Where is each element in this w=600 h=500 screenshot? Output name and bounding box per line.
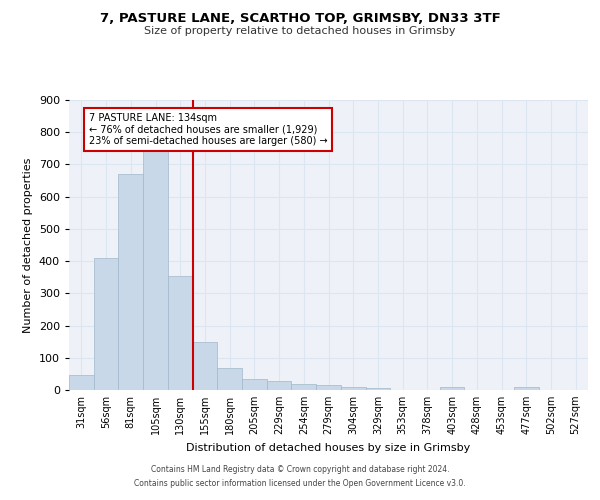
Text: Contains HM Land Registry data © Crown copyright and database right 2024.
Contai: Contains HM Land Registry data © Crown c… — [134, 466, 466, 487]
Bar — [341, 388, 365, 390]
Bar — [217, 368, 242, 390]
Bar — [118, 174, 143, 390]
Bar — [143, 148, 168, 390]
Bar — [168, 276, 193, 390]
Bar — [94, 258, 118, 390]
Bar — [514, 388, 539, 390]
Bar — [316, 385, 341, 390]
Bar — [292, 384, 316, 390]
Text: 7, PASTURE LANE, SCARTHO TOP, GRIMSBY, DN33 3TF: 7, PASTURE LANE, SCARTHO TOP, GRIMSBY, D… — [100, 12, 500, 26]
Bar — [69, 374, 94, 390]
Bar — [365, 388, 390, 390]
Bar — [193, 342, 217, 390]
Y-axis label: Number of detached properties: Number of detached properties — [23, 158, 33, 332]
Bar — [267, 382, 292, 390]
Bar — [440, 388, 464, 390]
Text: Size of property relative to detached houses in Grimsby: Size of property relative to detached ho… — [144, 26, 456, 36]
Text: 7 PASTURE LANE: 134sqm
← 76% of detached houses are smaller (1,929)
23% of semi-: 7 PASTURE LANE: 134sqm ← 76% of detached… — [89, 113, 328, 146]
Bar — [242, 378, 267, 390]
X-axis label: Distribution of detached houses by size in Grimsby: Distribution of detached houses by size … — [187, 442, 470, 452]
